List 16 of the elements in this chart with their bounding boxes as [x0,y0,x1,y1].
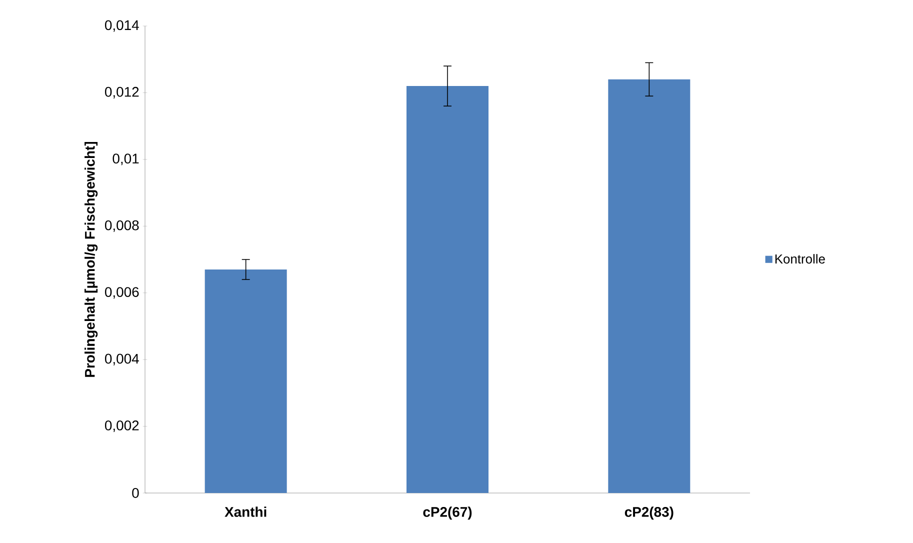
x-tick-label: Xanthi [224,506,266,517]
y-tick-label: 0,002 [105,420,139,432]
y-tick-label: 0,008 [105,220,139,232]
bar [204,270,287,493]
y-tick-label: 0,006 [105,287,139,299]
bar [608,79,690,493]
y-axis-title: Prolingehalt [µmol/g Frischgewicht] [84,142,98,377]
x-tick-label: cP2(83) [624,506,674,520]
y-tick-label: 0 [132,488,139,498]
x-tick-label: cP2(67) [423,506,472,520]
y-tick-label: 0,01 [112,154,139,166]
y-tick-label: 0,012 [105,86,139,98]
y-tick-label: 0,014 [105,20,139,32]
y-tick-label: 0,004 [105,354,139,366]
bar [406,86,489,493]
legend-label: Kontrolle [775,254,825,264]
